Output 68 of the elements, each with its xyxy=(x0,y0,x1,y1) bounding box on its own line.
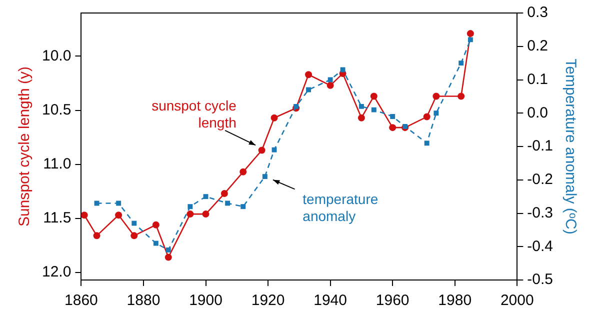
point xyxy=(166,247,171,252)
point xyxy=(262,174,268,180)
x-tick-label: 1960 xyxy=(376,292,410,310)
point xyxy=(115,212,122,219)
point xyxy=(272,147,277,152)
y2-tick-label: -0.1 xyxy=(527,138,554,155)
y2-tick-label: 0.1 xyxy=(527,70,548,88)
point xyxy=(432,92,440,100)
point xyxy=(116,200,122,206)
point xyxy=(188,204,193,210)
x-tick-label: 2000 xyxy=(500,292,534,310)
point xyxy=(220,190,228,198)
point xyxy=(358,114,365,122)
point xyxy=(390,114,396,119)
point xyxy=(132,220,137,226)
point xyxy=(186,210,194,218)
x-tick-label: 1860 xyxy=(64,292,98,310)
y2-axis-title: Temperature anomaly (ᵒC) xyxy=(562,58,579,234)
x-tick-label: 1900 xyxy=(189,292,222,310)
point xyxy=(164,254,172,261)
point xyxy=(294,104,299,109)
x-tick-label: 1980 xyxy=(438,292,472,310)
point xyxy=(270,114,278,122)
y2-tick-label: -0.3 xyxy=(527,204,554,222)
y-tick-label: 10.5 xyxy=(42,101,72,118)
point xyxy=(225,200,230,206)
point xyxy=(326,82,334,89)
point xyxy=(468,37,473,42)
point xyxy=(240,168,247,176)
point xyxy=(423,113,430,120)
point xyxy=(458,60,464,66)
point xyxy=(153,240,158,246)
x-tick-label: 1920 xyxy=(251,292,285,310)
point xyxy=(458,92,465,100)
point xyxy=(389,124,396,132)
point xyxy=(81,212,88,219)
point xyxy=(434,110,439,116)
y2-tick-label: -0.2 xyxy=(527,171,554,188)
annotation: temperature anomaly xyxy=(302,190,378,224)
annotation: sunspot cycle length xyxy=(152,97,237,130)
point xyxy=(306,87,311,92)
point xyxy=(466,30,474,38)
point xyxy=(402,124,408,129)
y-tick-label: 11.5 xyxy=(43,210,72,227)
point xyxy=(203,194,208,200)
y2-tick-label: 0.2 xyxy=(527,38,548,55)
point xyxy=(371,107,376,112)
point xyxy=(358,104,364,109)
point xyxy=(328,77,333,82)
point xyxy=(93,232,100,240)
y-axis-title: Sunspot cycle length (y) xyxy=(16,66,34,227)
y2-tick-label: 0.3 xyxy=(527,4,548,22)
point xyxy=(130,232,138,240)
y-tick-label: 12.0 xyxy=(42,264,72,281)
y2-tick-label: -0.4 xyxy=(527,238,554,255)
y-tick-label: 10.0 xyxy=(42,47,72,64)
point xyxy=(305,71,312,78)
y2-tick-label: -0.5 xyxy=(527,271,554,288)
x-tick-label: 1880 xyxy=(126,292,160,310)
x-tick-label: 1940 xyxy=(314,292,347,310)
point xyxy=(240,204,246,210)
y-tick-label: 11.0 xyxy=(43,155,72,172)
point xyxy=(152,221,160,228)
point xyxy=(258,146,266,154)
y2-tick-label: 0.0 xyxy=(527,104,548,122)
point xyxy=(424,140,430,146)
point xyxy=(370,92,378,100)
point xyxy=(202,210,210,218)
